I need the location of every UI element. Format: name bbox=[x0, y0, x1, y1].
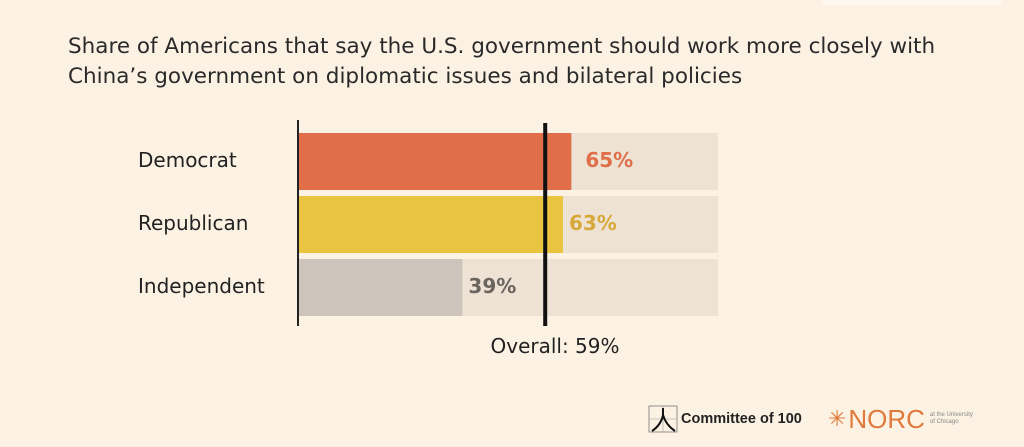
value-label: 39% bbox=[468, 274, 517, 298]
committee-of-100-text: Committee of 100 bbox=[681, 411, 802, 427]
committee-of-100-emblem-icon bbox=[648, 405, 678, 433]
norc-subtext: at the University of Chicago bbox=[929, 412, 973, 425]
value-label: 65% bbox=[585, 148, 634, 172]
norc-text: NORC bbox=[848, 403, 925, 434]
category-label: Democrat bbox=[138, 148, 237, 172]
value-label: 63% bbox=[568, 211, 617, 235]
committee-of-100-logo: Committee of 100 bbox=[648, 405, 802, 433]
chart-title: Share of Americans that say the U.S. gov… bbox=[68, 34, 936, 89]
category-label: Independent bbox=[138, 274, 265, 298]
logos: Committee of 100 ✳ NORC at the Universit… bbox=[648, 404, 974, 434]
bar-democrat bbox=[299, 133, 572, 190]
decorative-box bbox=[822, 0, 1002, 5]
norc-star-icon: ✳ bbox=[827, 406, 847, 431]
bar-independent bbox=[299, 259, 463, 316]
bar-republican bbox=[299, 196, 563, 253]
category-label: Republican bbox=[138, 211, 249, 235]
norc-logo: ✳ NORC at the University of Chicago bbox=[828, 404, 974, 435]
overall-label: Overall: 59% bbox=[490, 334, 620, 358]
